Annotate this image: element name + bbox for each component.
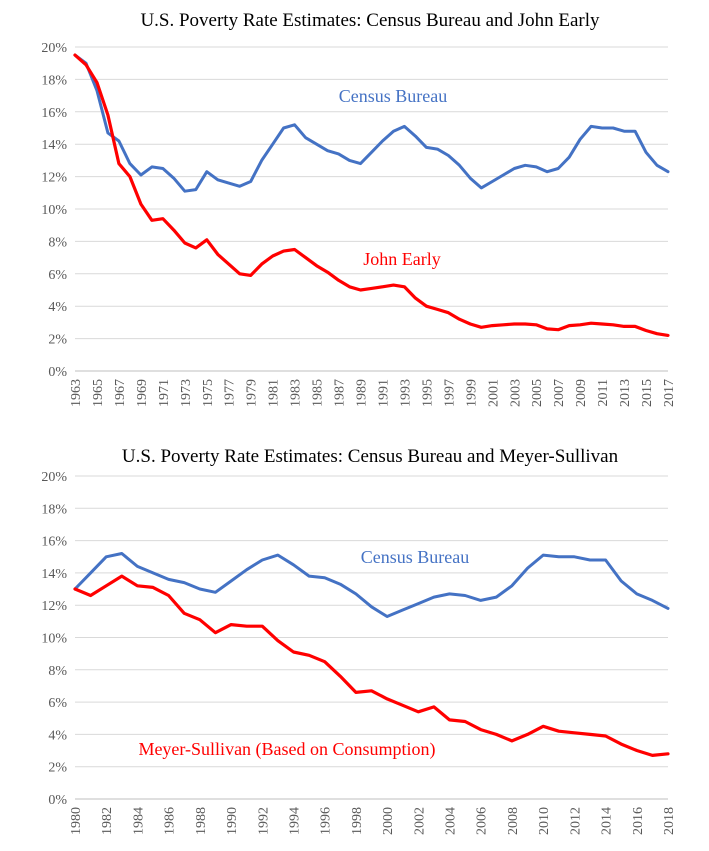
- chart-1: U.S. Poverty Rate Estimates: Census Bure…: [41, 10, 677, 407]
- y-tick-label: 12%: [41, 599, 67, 614]
- x-tick-label: 1981: [267, 379, 282, 407]
- x-tick-label: 2011: [596, 379, 611, 406]
- x-tick-label: 1996: [319, 807, 334, 835]
- x-tick-label: 1990: [225, 807, 240, 835]
- y-tick-label: 10%: [41, 203, 67, 218]
- x-tick-label: 1987: [333, 379, 348, 407]
- series-label: John Early: [363, 249, 440, 269]
- x-tick-label: 2009: [574, 379, 589, 407]
- x-tick-label: 1994: [287, 807, 302, 835]
- y-tick-label: 8%: [48, 664, 67, 679]
- y-tick-label: 16%: [41, 535, 67, 550]
- y-tick-label: 6%: [48, 268, 67, 283]
- x-tick-label: 1986: [163, 807, 178, 835]
- series-line-census-bureau: [73, 53, 670, 193]
- x-tick-label: 2015: [640, 379, 655, 407]
- x-tick-label: 1999: [464, 379, 479, 407]
- chart-2: U.S. Poverty Rate Estimates: Census Bure…: [41, 446, 677, 835]
- x-tick-label: 2017: [662, 379, 677, 407]
- x-tick-label: 1992: [256, 807, 271, 835]
- x-tick-label: 1979: [245, 379, 260, 407]
- x-tick-label: 1985: [311, 379, 326, 407]
- x-tick-label: 2005: [530, 379, 545, 407]
- x-tick-label: 1984: [131, 807, 146, 835]
- series-line-meyer-sullivan-based-on-consumption: [73, 574, 670, 758]
- x-tick-label: 2003: [508, 379, 523, 407]
- x-tick-label: 2018: [662, 807, 677, 835]
- chart-title: U.S. Poverty Rate Estimates: Census Bure…: [122, 446, 619, 467]
- chart-title: U.S. Poverty Rate Estimates: Census Bure…: [140, 10, 600, 31]
- x-tick-label: 2012: [568, 807, 583, 835]
- series-label: Meyer-Sullivan (Based on Consumption): [138, 739, 435, 760]
- x-tick-label: 1998: [350, 807, 365, 835]
- x-tick-label: 2010: [537, 807, 552, 835]
- x-tick-label: 2008: [506, 807, 521, 835]
- y-tick-label: 2%: [48, 333, 67, 348]
- x-tick-label: 2014: [600, 807, 615, 835]
- y-tick-label: 0%: [48, 793, 67, 808]
- x-tick-label: 1977: [223, 379, 238, 407]
- x-tick-label: 1963: [69, 379, 84, 407]
- y-tick-label: 6%: [48, 696, 67, 711]
- series-line-john-early: [73, 53, 670, 337]
- y-tick-label: 18%: [41, 502, 67, 517]
- x-tick-label: 1969: [135, 379, 150, 407]
- x-tick-label: 1983: [289, 379, 304, 407]
- y-tick-label: 20%: [41, 41, 67, 56]
- x-tick-label: 1997: [442, 379, 457, 407]
- y-tick-label: 14%: [41, 567, 67, 582]
- x-tick-label: 2013: [618, 379, 633, 407]
- x-tick-label: 1965: [91, 379, 106, 407]
- y-tick-label: 16%: [41, 106, 67, 121]
- series-line-census-bureau: [73, 552, 670, 618]
- x-tick-label: 2001: [486, 379, 501, 407]
- x-tick-label: 1967: [113, 379, 128, 407]
- x-tick-label: 1989: [355, 379, 370, 407]
- y-tick-label: 18%: [41, 73, 67, 88]
- x-tick-label: 1991: [376, 379, 391, 407]
- x-tick-label: 2004: [444, 807, 459, 835]
- y-tick-label: 10%: [41, 632, 67, 647]
- x-tick-label: 1982: [100, 807, 115, 835]
- series-label: Census Bureau: [361, 547, 469, 567]
- y-tick-label: 0%: [48, 365, 67, 380]
- x-tick-label: 2016: [631, 807, 646, 835]
- y-tick-label: 4%: [48, 300, 67, 315]
- x-tick-label: 1980: [69, 807, 84, 835]
- x-tick-label: 1995: [420, 379, 435, 407]
- x-tick-label: 2006: [475, 807, 490, 835]
- y-tick-label: 20%: [41, 470, 67, 485]
- x-tick-label: 2002: [412, 807, 427, 835]
- x-tick-label: 2007: [552, 379, 567, 407]
- x-tick-label: 1971: [157, 379, 172, 407]
- y-tick-label: 12%: [41, 171, 67, 186]
- x-tick-label: 2000: [381, 807, 396, 835]
- y-tick-label: 8%: [48, 235, 67, 250]
- x-tick-label: 1975: [201, 379, 216, 407]
- y-tick-label: 4%: [48, 728, 67, 743]
- x-tick-label: 1973: [179, 379, 194, 407]
- x-tick-label: 1993: [398, 379, 413, 407]
- y-tick-label: 14%: [41, 138, 67, 153]
- x-tick-label: 1988: [194, 807, 209, 835]
- series-label: Census Bureau: [339, 86, 447, 106]
- y-tick-label: 2%: [48, 761, 67, 776]
